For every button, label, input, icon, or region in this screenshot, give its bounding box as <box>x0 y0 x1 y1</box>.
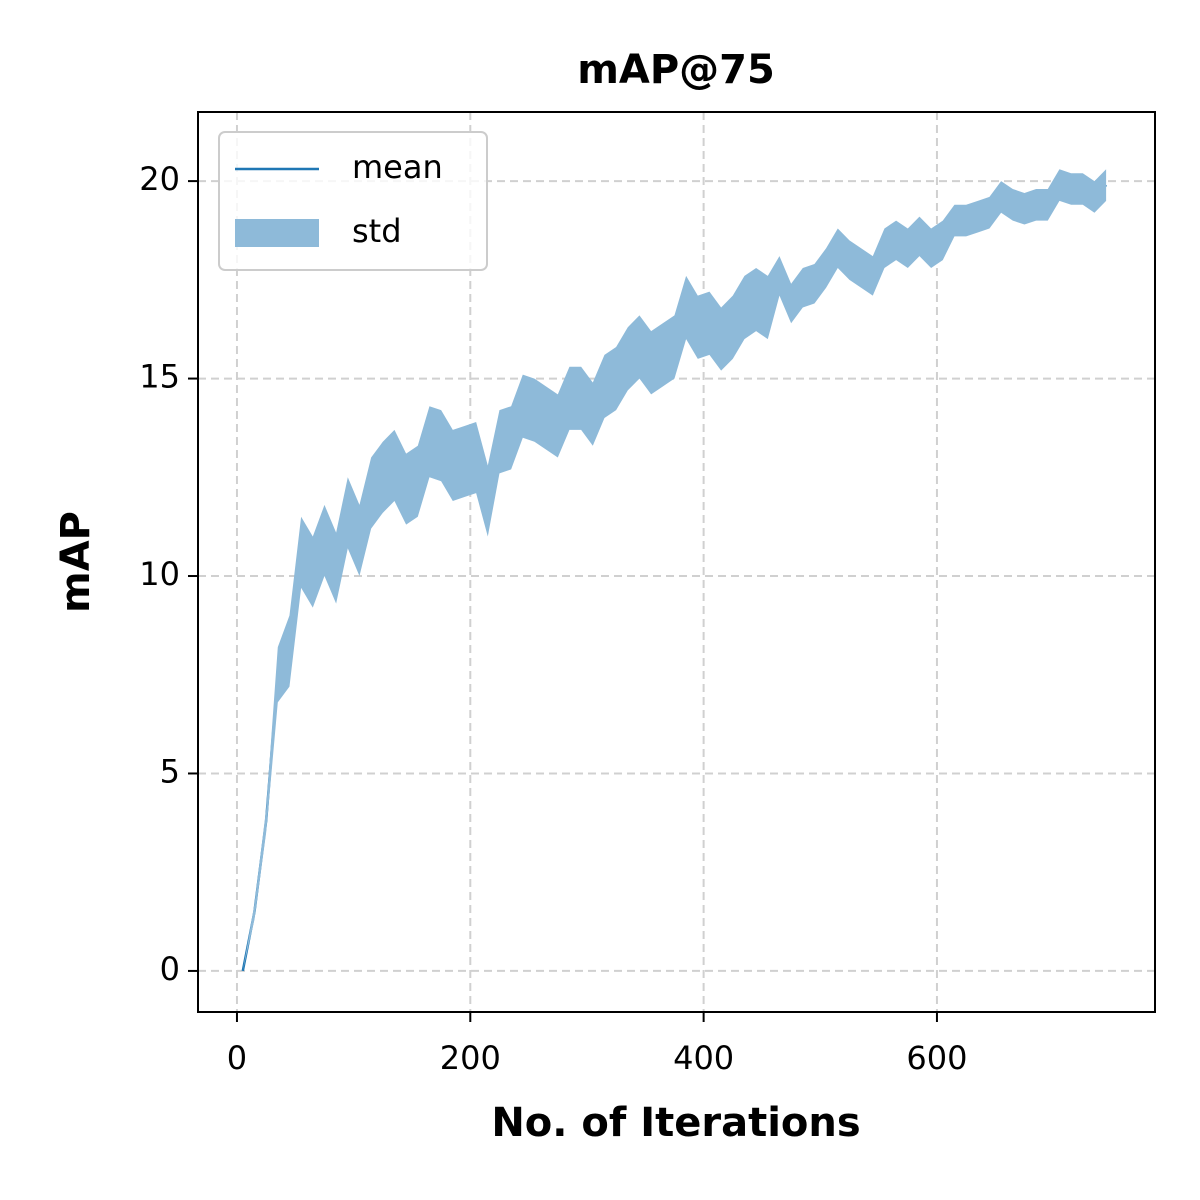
x-tick-label: 600 <box>906 1039 967 1077</box>
y-tick-label: 0 <box>160 950 180 988</box>
x-axis-label: No. of Iterations <box>491 1100 860 1146</box>
y-tick-label: 10 <box>139 555 180 593</box>
x-tick-label: 400 <box>673 1039 734 1077</box>
mean-line <box>241 183 1108 972</box>
legend-swatch <box>235 219 319 247</box>
y-tick-label: 15 <box>139 358 180 396</box>
chart-title: mAP@75 <box>577 47 775 93</box>
y-axis-label: mAP <box>53 511 99 613</box>
legend-label: std <box>352 212 402 250</box>
x-tick-label: 200 <box>440 1039 501 1077</box>
plot-frame <box>197 111 1156 1013</box>
x-tick-label: 0 <box>227 1039 247 1077</box>
legend-label: mean <box>352 148 443 186</box>
std-band <box>242 169 1107 971</box>
y-tick-label: 5 <box>160 752 180 790</box>
y-tick-label: 20 <box>139 160 180 198</box>
